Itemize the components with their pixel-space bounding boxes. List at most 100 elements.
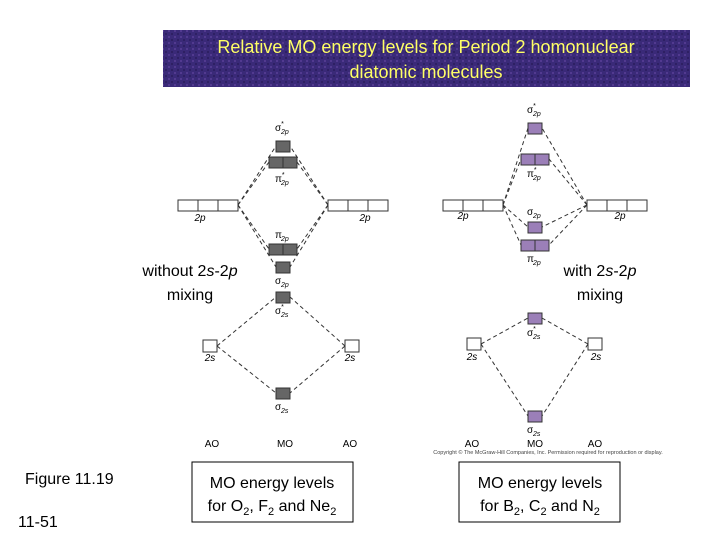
mo-orbital	[520, 239, 536, 252]
correlation-line	[237, 145, 277, 206]
mo-subscript: 2p	[280, 129, 289, 136]
mo-orbital	[534, 239, 550, 252]
copyright: Copyright © The McGraw-Hill Companies, I…	[433, 449, 663, 456]
side-label-part: -2	[613, 263, 627, 280]
mo-label: π* 2p	[527, 167, 541, 182]
correlation-line	[480, 343, 529, 417]
correlation-line	[237, 204, 277, 268]
correlation-line	[541, 127, 588, 206]
mo-symbol: σ	[275, 402, 282, 413]
correlation-line	[502, 204, 529, 228]
correlation-line	[289, 204, 329, 268]
mo-orbital	[275, 140, 291, 153]
caption-box	[458, 461, 621, 523]
ao-orbital	[344, 339, 360, 353]
mo-label: σ* 2s	[527, 326, 541, 341]
side-label: with 2s-2p	[563, 263, 637, 280]
mo-label: σ2s	[275, 402, 289, 415]
correlation-line	[216, 296, 277, 347]
axis-label: AO	[205, 439, 220, 450]
ao-orbital	[587, 337, 603, 351]
ao-label: 2s	[344, 353, 356, 364]
correlation-line	[237, 161, 270, 206]
mo-symbol: σ	[275, 306, 282, 317]
mo-orbital	[275, 387, 291, 400]
ao-orbital	[177, 199, 199, 212]
side-label-part: p	[228, 263, 238, 280]
correlation-line	[216, 345, 277, 394]
correlation-line	[541, 204, 588, 228]
mo-symbol: π	[527, 169, 534, 180]
ao-label: 2s	[590, 352, 602, 363]
mo-symbol: σ	[275, 276, 282, 287]
caption-subscript: 2	[243, 506, 249, 518]
axis-label: AO	[465, 439, 480, 450]
caption: for O2, F2 and Ne2	[208, 498, 337, 518]
mo-orbital	[282, 156, 298, 169]
mo-symbol: σ	[527, 425, 534, 436]
ao-orbital	[442, 199, 464, 212]
caption-subscript: 2	[594, 506, 600, 518]
mo-symbol: σ	[275, 123, 282, 134]
correlation-line	[296, 204, 329, 250]
side-label-part: with 2	[563, 263, 606, 280]
side-label: without 2s-2p	[141, 263, 237, 280]
correlation-line	[296, 161, 329, 206]
caption-part: for O	[208, 498, 244, 515]
ao-orbital	[327, 199, 349, 212]
mo-orbital	[275, 291, 291, 304]
slide-title: Relative MO energy levels for Period 2 h…	[217, 37, 634, 57]
mo-orbital	[534, 153, 550, 166]
ao-label: 2p	[456, 211, 469, 222]
slide-number: 11-51	[18, 514, 58, 531]
ao-orbital	[197, 199, 219, 212]
mo-label: σ* 2p	[275, 121, 289, 136]
caption-part: , F	[249, 498, 268, 515]
correlation-line	[548, 158, 588, 206]
mo-star: *	[533, 326, 536, 333]
mo-symbol: σ	[527, 207, 534, 218]
mo-subscript: 2p	[532, 111, 541, 118]
ao-orbital	[466, 337, 482, 351]
correlation-line	[502, 204, 522, 246]
caption: for B2, C2 and N2	[480, 498, 600, 518]
mo-orbital	[527, 221, 543, 234]
figure-label: Figure 11.19	[25, 471, 114, 488]
caption-box	[191, 461, 354, 523]
ao-label: 2p	[358, 213, 371, 224]
caption-subscript: 2	[540, 506, 546, 518]
correlation-line	[289, 345, 346, 394]
ao-label: 2p	[613, 211, 626, 222]
slide-title: diatomic molecules	[349, 62, 502, 82]
caption-subscript: 2	[330, 506, 336, 518]
side-label: mixing	[167, 287, 213, 304]
correlation-line	[541, 317, 589, 345]
mo-orbital	[527, 410, 543, 423]
ao-orbital	[482, 199, 504, 212]
mo-subscript: 2s	[280, 312, 289, 319]
mo-label: σ2p	[527, 207, 541, 220]
ao-orbital	[217, 199, 239, 212]
mo-star: *	[534, 167, 537, 174]
correlation-line	[289, 296, 346, 347]
ao-orbital	[367, 199, 389, 212]
correlation-line	[480, 317, 529, 345]
side-label-part: p	[627, 263, 637, 280]
mo-label: π2p	[275, 230, 289, 243]
mo-orbital	[527, 312, 543, 325]
side-label-part: s	[605, 263, 613, 280]
mo-symbol: π	[275, 230, 282, 241]
caption-part: and Ne	[274, 498, 330, 515]
axis-label: AO	[588, 439, 603, 450]
caption-part: , C	[520, 498, 540, 515]
ao-orbital	[586, 199, 608, 212]
mo-orbital	[275, 261, 291, 274]
correlation-line	[237, 204, 270, 250]
mo-subscript: 2p	[532, 213, 541, 220]
correlation-line	[541, 343, 589, 417]
axis-label: MO	[527, 439, 543, 450]
caption-part: for B	[480, 498, 514, 515]
mo-orbital	[268, 243, 284, 256]
ao-label: 2p	[193, 213, 206, 224]
